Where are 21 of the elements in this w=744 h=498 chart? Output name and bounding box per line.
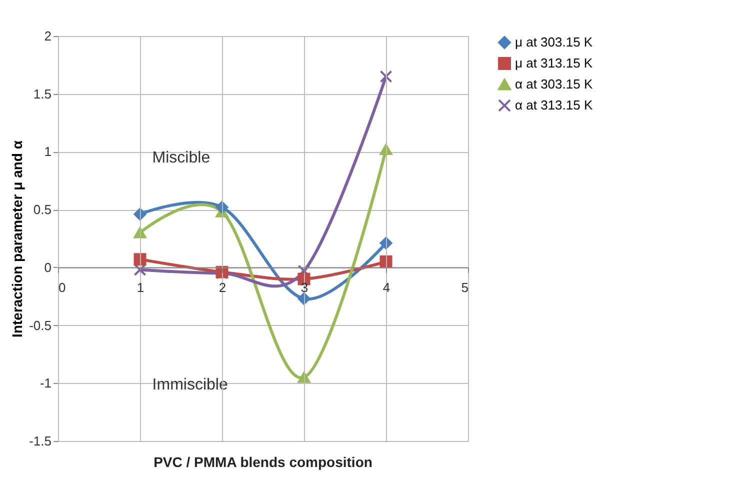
y-tick-label: -1 (40, 376, 52, 391)
y-tick-label: -1.5 (29, 434, 52, 448)
x-tick-label: 0 (58, 280, 66, 295)
legend-label: μ at 313.15 K (515, 56, 593, 70)
y-tick-label: 0.5 (33, 202, 52, 218)
y-tick-label: 2 (44, 28, 52, 44)
legend-label: α at 303.15 K (515, 76, 593, 92)
x-tick-label: 5 (461, 280, 468, 295)
y-tick-label: 1 (44, 144, 52, 160)
legend-label: α at 313.15 K (515, 98, 593, 112)
y-tick-label: 0 (44, 260, 52, 275)
y-axis-title: Interaction parameter μ and α (9, 140, 26, 338)
annotation: Immiscible (152, 376, 228, 394)
y-tick-label: 1.5 (33, 86, 52, 102)
x-tick-label: 4 (382, 280, 390, 295)
x-axis-title: PVC / PMMA blends composition (154, 454, 372, 470)
y-tick-label: -0.5 (29, 318, 52, 333)
x-tick-label: 1 (136, 280, 144, 295)
annotation: Miscible (152, 150, 210, 166)
x-tick-label: 2 (218, 280, 226, 295)
legend-label: μ at 303.15 K (515, 34, 593, 50)
